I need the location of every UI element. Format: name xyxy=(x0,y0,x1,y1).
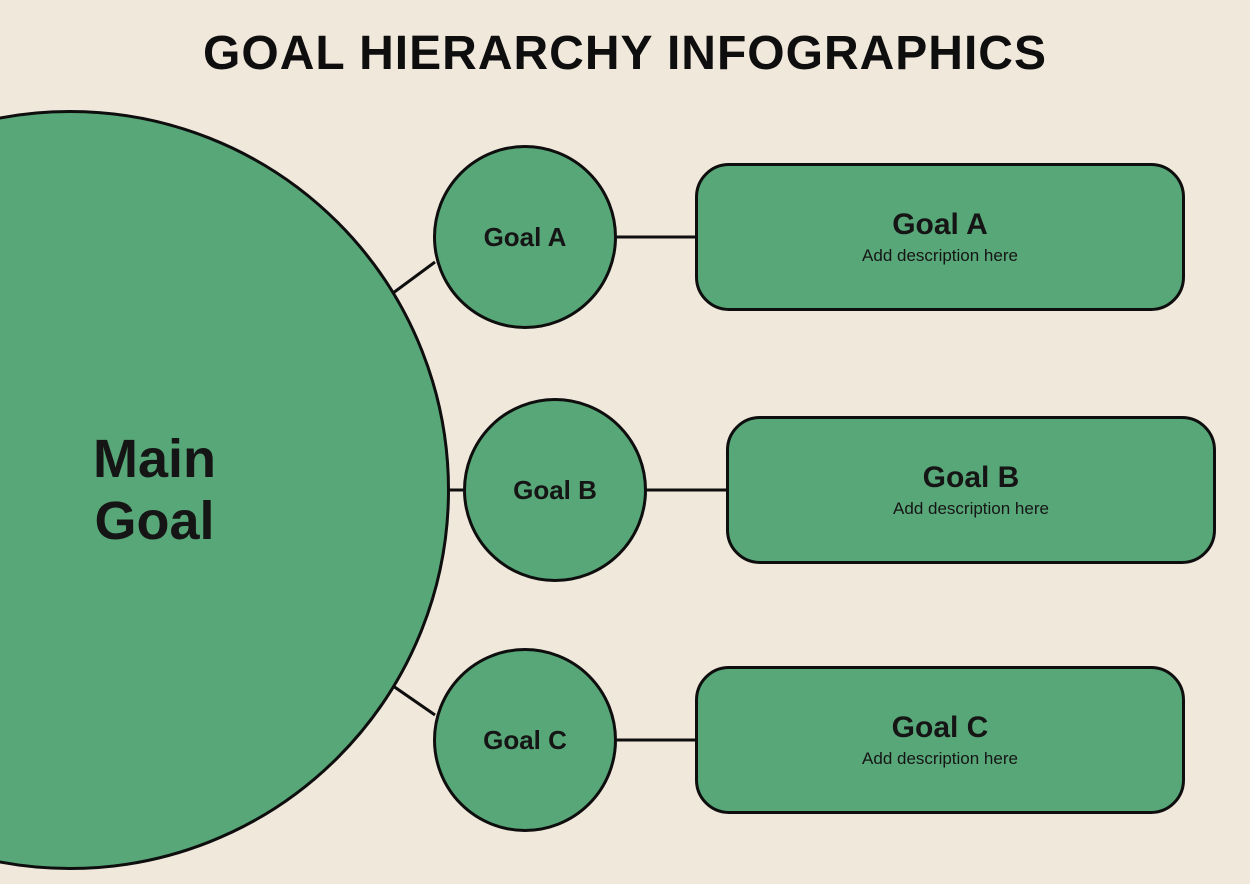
goal-box-title-goal-b: Goal B xyxy=(923,461,1020,495)
page-title: GOAL HIERARCHY INFOGRAPHICS xyxy=(0,26,1250,81)
goal-box-title-goal-a: Goal A xyxy=(892,208,988,242)
sub-goal-label-goal-a: Goal A xyxy=(484,222,567,253)
goal-box-desc-goal-c: Add description here xyxy=(862,749,1018,769)
main-goal-label: MainGoal xyxy=(93,428,216,552)
main-goal-circle: MainGoal xyxy=(0,110,450,870)
infographic-canvas: GOAL HIERARCHY INFOGRAPHICS MainGoal Goa… xyxy=(0,0,1250,884)
goal-description-box-goal-b: Goal B Add description here xyxy=(726,416,1216,564)
goal-box-desc-goal-a: Add description here xyxy=(862,246,1018,266)
goal-box-title-goal-c: Goal C xyxy=(892,711,989,745)
sub-goal-circle-goal-a: Goal A xyxy=(433,145,617,329)
sub-goal-circle-goal-b: Goal B xyxy=(463,398,647,582)
sub-goal-label-goal-c: Goal C xyxy=(483,725,567,756)
sub-goal-label-goal-b: Goal B xyxy=(513,475,597,506)
goal-description-box-goal-a: Goal A Add description here xyxy=(695,163,1185,311)
sub-goal-circle-goal-c: Goal C xyxy=(433,648,617,832)
goal-box-desc-goal-b: Add description here xyxy=(893,499,1049,519)
goal-description-box-goal-c: Goal C Add description here xyxy=(695,666,1185,814)
